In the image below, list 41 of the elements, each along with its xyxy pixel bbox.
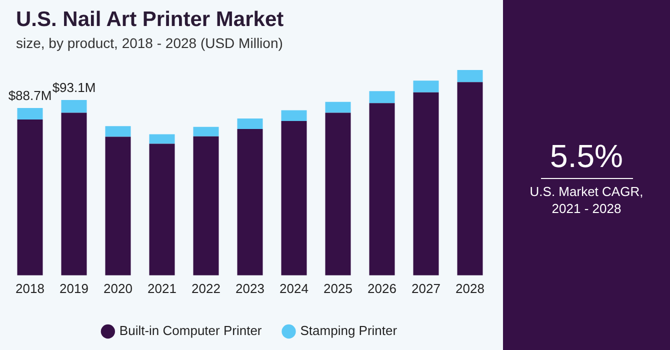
bar — [281, 110, 307, 121]
bar — [369, 91, 395, 104]
x-tick-label: 2018 — [16, 280, 44, 296]
bar — [369, 103, 395, 276]
x-tick-label: 2023 — [236, 280, 264, 296]
text: 5.5% — [549, 138, 624, 175]
bar — [61, 112, 87, 276]
x-tick-label: 2022 — [192, 280, 220, 296]
bar — [413, 80, 439, 92]
x-tick-label: 2019 — [60, 280, 88, 296]
chart-subtitle: size, by product, 2018 - 2028 (USD Million) — [16, 35, 283, 51]
bar — [17, 108, 43, 120]
bar — [193, 126, 219, 136]
x-tick-label: 2025 — [324, 280, 352, 296]
bar — [237, 118, 263, 129]
bar — [457, 70, 483, 82]
bar — [105, 126, 131, 137]
bar — [237, 128, 263, 276]
bar — [413, 92, 439, 276]
x-tick-label: 2027 — [412, 280, 440, 296]
bar — [149, 144, 175, 276]
bar — [325, 102, 351, 113]
bar — [149, 134, 175, 144]
bar — [17, 120, 43, 276]
bar — [457, 82, 483, 276]
legend-label: Stamping Printer — [300, 323, 398, 338]
chart-title: U.S. Nail Art Printer Market — [16, 8, 284, 32]
legend-label: Built-in Computer Printer — [119, 323, 262, 338]
annotation: $93.1M — [52, 80, 96, 96]
bar — [61, 100, 87, 113]
bar — [325, 112, 351, 276]
x-tick-label: 2028 — [456, 280, 484, 296]
x-tick-label: 2020 — [104, 280, 132, 296]
x-tick-label: 2024 — [280, 280, 308, 296]
bar — [105, 136, 131, 276]
bar — [281, 120, 307, 276]
x-tick-label: 2021 — [148, 280, 176, 296]
x-tick-label: 2026 — [368, 280, 396, 296]
text: U.S. Market CAGR, 2021 - 2028 — [528, 183, 644, 217]
bar — [193, 136, 219, 276]
annotation: $88.7M — [8, 88, 52, 104]
